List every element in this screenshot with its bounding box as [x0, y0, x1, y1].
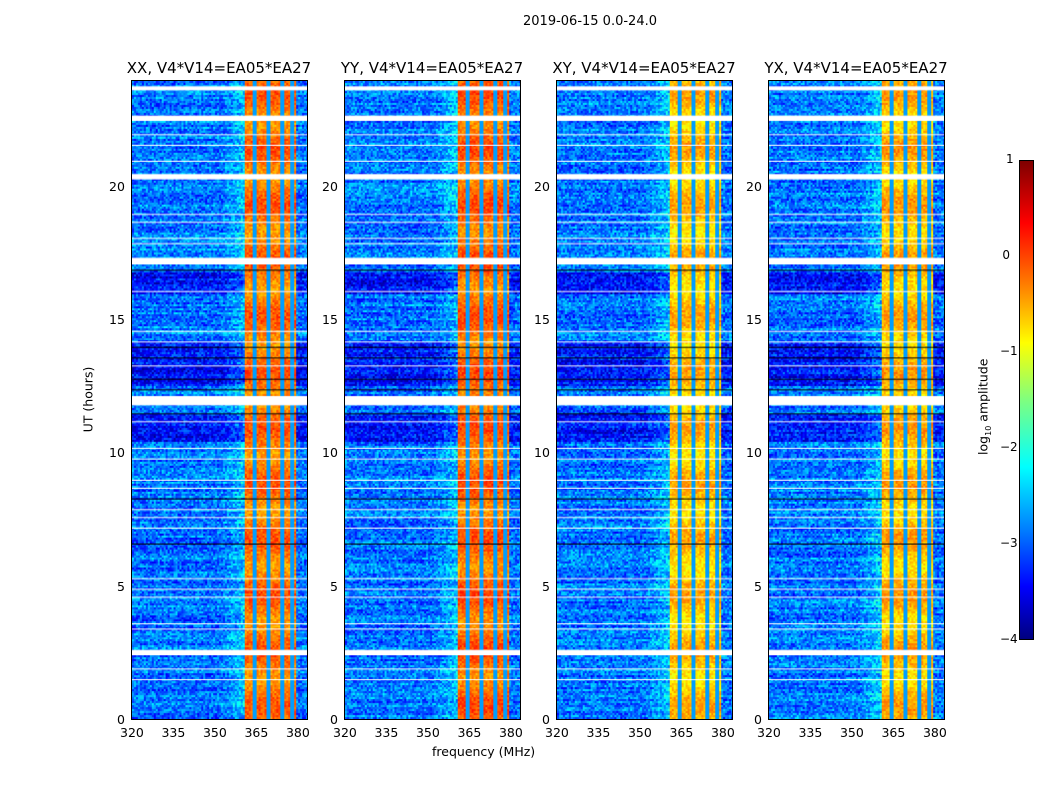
- heatmap-cells: [132, 81, 307, 719]
- y-tick-label: 10: [322, 445, 338, 461]
- x-tick-label: 350: [202, 725, 227, 740]
- panel-title: YY, V4*V14=EA05*EA27: [340, 59, 524, 77]
- x-tick-label: 335: [586, 725, 611, 740]
- colorbar-label: log10 amplitude: [975, 358, 993, 455]
- spectrogram-panel: [556, 80, 733, 720]
- x-tick-label: 350: [627, 725, 652, 740]
- x-tick-label: 320: [333, 725, 357, 740]
- y-tick-label: 15: [534, 312, 550, 327]
- y-tick-label: 0: [330, 712, 338, 727]
- y-tick-label: 5: [330, 578, 338, 594]
- y-tick-label: 5: [117, 578, 125, 594]
- y-tick-label: 0: [754, 712, 762, 727]
- y-tick-label: 20: [534, 178, 550, 194]
- heatmap-cells: [769, 81, 944, 719]
- colorbar-tick-label: 1: [1006, 152, 1014, 166]
- colorbar-tick-label: −1: [1000, 344, 1018, 358]
- y-tick-label: 20: [322, 178, 338, 194]
- colorbar: [1019, 160, 1034, 640]
- y-tick-label: 10: [746, 445, 762, 461]
- y-tick-label: 5: [542, 578, 550, 594]
- x-tick-label: 335: [161, 725, 186, 740]
- y-axis-label: UT (hours): [80, 366, 96, 433]
- y-tick-label: 15: [322, 312, 338, 327]
- colorbar-tick-label: −3: [1000, 536, 1018, 550]
- spectrogram-panel: [768, 80, 945, 720]
- y-tick-label: 0: [542, 712, 550, 727]
- colorbar-tick-label: 0: [1002, 248, 1010, 262]
- y-tick-label: 15: [109, 312, 125, 327]
- x-axis-label: frequency (MHz): [432, 744, 536, 759]
- x-tick-label: 380: [710, 725, 735, 740]
- y-tick-label: 20: [109, 178, 125, 194]
- x-tick-label: 365: [669, 725, 694, 740]
- panel-title: YX, V4*V14=EA05*EA27: [764, 59, 948, 77]
- y-tick-label: 5: [754, 578, 762, 594]
- x-tick-label: 365: [244, 725, 269, 740]
- spectrogram-panel: [131, 80, 308, 720]
- panel-title: XX, V4*V14=EA05*EA27: [126, 59, 312, 77]
- colorbar-tick-label: −4: [1000, 632, 1018, 646]
- colorbar-tick-label: −2: [1000, 440, 1018, 454]
- x-tick-label: 380: [498, 725, 523, 740]
- x-tick-label: 365: [457, 725, 482, 740]
- figure-title: 2019-06-15 0.0-24.0: [523, 14, 657, 29]
- y-tick-label: 10: [109, 445, 125, 461]
- x-tick-label: 320: [757, 725, 781, 740]
- x-tick-label: 335: [374, 725, 399, 740]
- x-tick-label: 350: [839, 725, 864, 740]
- x-tick-label: 320: [545, 725, 569, 740]
- x-tick-label: 335: [798, 725, 823, 740]
- x-tick-label: 320: [120, 725, 144, 740]
- y-tick-label: 10: [534, 445, 550, 461]
- y-tick-label: 20: [746, 178, 762, 194]
- x-tick-label: 380: [922, 725, 947, 740]
- spectrogram-panel: [344, 80, 521, 720]
- y-tick-label: 0: [117, 712, 125, 727]
- heatmap-cells: [557, 81, 732, 719]
- x-tick-label: 365: [881, 725, 906, 740]
- x-tick-label: 380: [285, 725, 310, 740]
- heatmap-cells: [345, 81, 520, 719]
- y-tick-label: 15: [746, 312, 762, 327]
- x-tick-label: 350: [415, 725, 440, 740]
- panel-title: XY, V4*V14=EA05*EA27: [552, 59, 736, 77]
